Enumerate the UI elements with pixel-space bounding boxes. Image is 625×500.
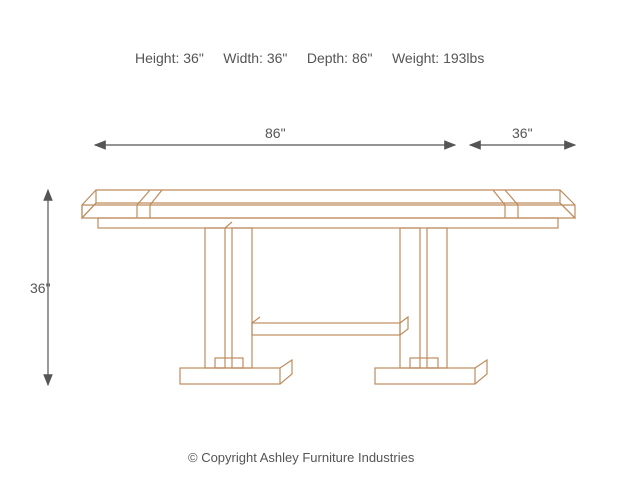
diagram-svg: [0, 0, 625, 500]
table-drawing: [82, 190, 575, 384]
